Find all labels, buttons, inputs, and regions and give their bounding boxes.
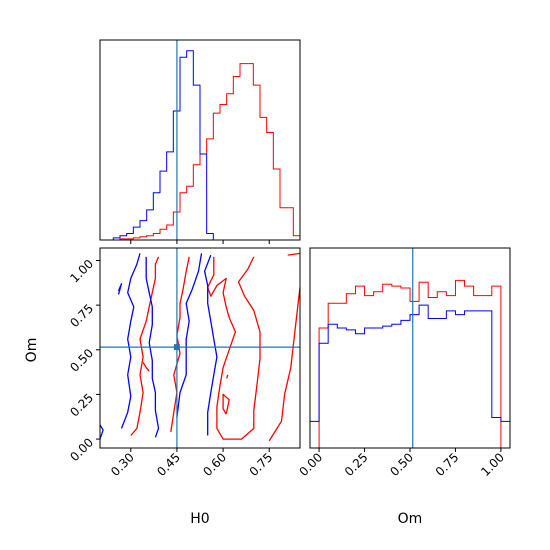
om-histogram-panel: 0.00 0.25 0.50 0.75 1.00	[296, 247, 511, 479]
red-contour-line	[268, 287, 300, 442]
om-y-tick-label: 0.00	[67, 435, 96, 464]
om-y-tick-label: 0.75	[67, 301, 96, 330]
om-x-tick-label: 0.50	[387, 450, 416, 479]
om-y-tick-label: 1.00	[67, 257, 96, 286]
red-contour-line	[222, 393, 230, 415]
red-om-histogram-series	[310, 279, 510, 448]
om-histogram-frame	[309, 247, 511, 449]
truth-marker	[173, 344, 180, 351]
h0-x-tick-label: 0.60	[200, 450, 229, 479]
blue-contour-line	[176, 253, 203, 418]
h0-om-contour-panel: 0.30 0.45 0.60 0.75 0.00 0.25 0.50 0.75 1.00	[67, 247, 301, 479]
blue-om-histogram-series	[310, 304, 510, 448]
h0-histogram-frame	[99, 39, 301, 241]
red-contour-line	[207, 256, 261, 440]
h0-x-tick-label: 0.75	[247, 450, 276, 479]
blue-contour-line	[117, 283, 123, 295]
h0-x-tick-label: 0.45	[154, 450, 183, 479]
x-axis-label-h0: H0	[190, 511, 209, 527]
om-x-tick-label: 0.75	[433, 450, 462, 479]
red-contour-line	[226, 374, 229, 379]
om-x-tick-label: 0.25	[342, 450, 371, 479]
om-y-tick-label: 0.25	[67, 391, 96, 420]
om-y-tick-label: 0.50	[67, 346, 96, 375]
red-contour-line	[142, 361, 150, 372]
om-x-tick-label: 0.00	[296, 450, 325, 479]
red-contour-line	[130, 256, 160, 436]
blue-contour-line	[145, 256, 160, 438]
blue-contour-line	[120, 253, 141, 429]
om-x-tick-label: 1.00	[478, 450, 507, 479]
h0-x-tick-label: 0.30	[108, 450, 137, 479]
blue-contour-line	[100, 424, 104, 440]
h0-histogram-panel	[99, 39, 301, 244]
y-axis-label-om: Om	[24, 338, 40, 363]
x-axis-label-om: Om	[398, 511, 423, 527]
blue-h0-histogram-series	[100, 50, 300, 240]
blue-contour-line	[203, 254, 218, 436]
h0-om-contour-frame	[99, 247, 301, 449]
red-contour-line	[287, 252, 300, 256]
